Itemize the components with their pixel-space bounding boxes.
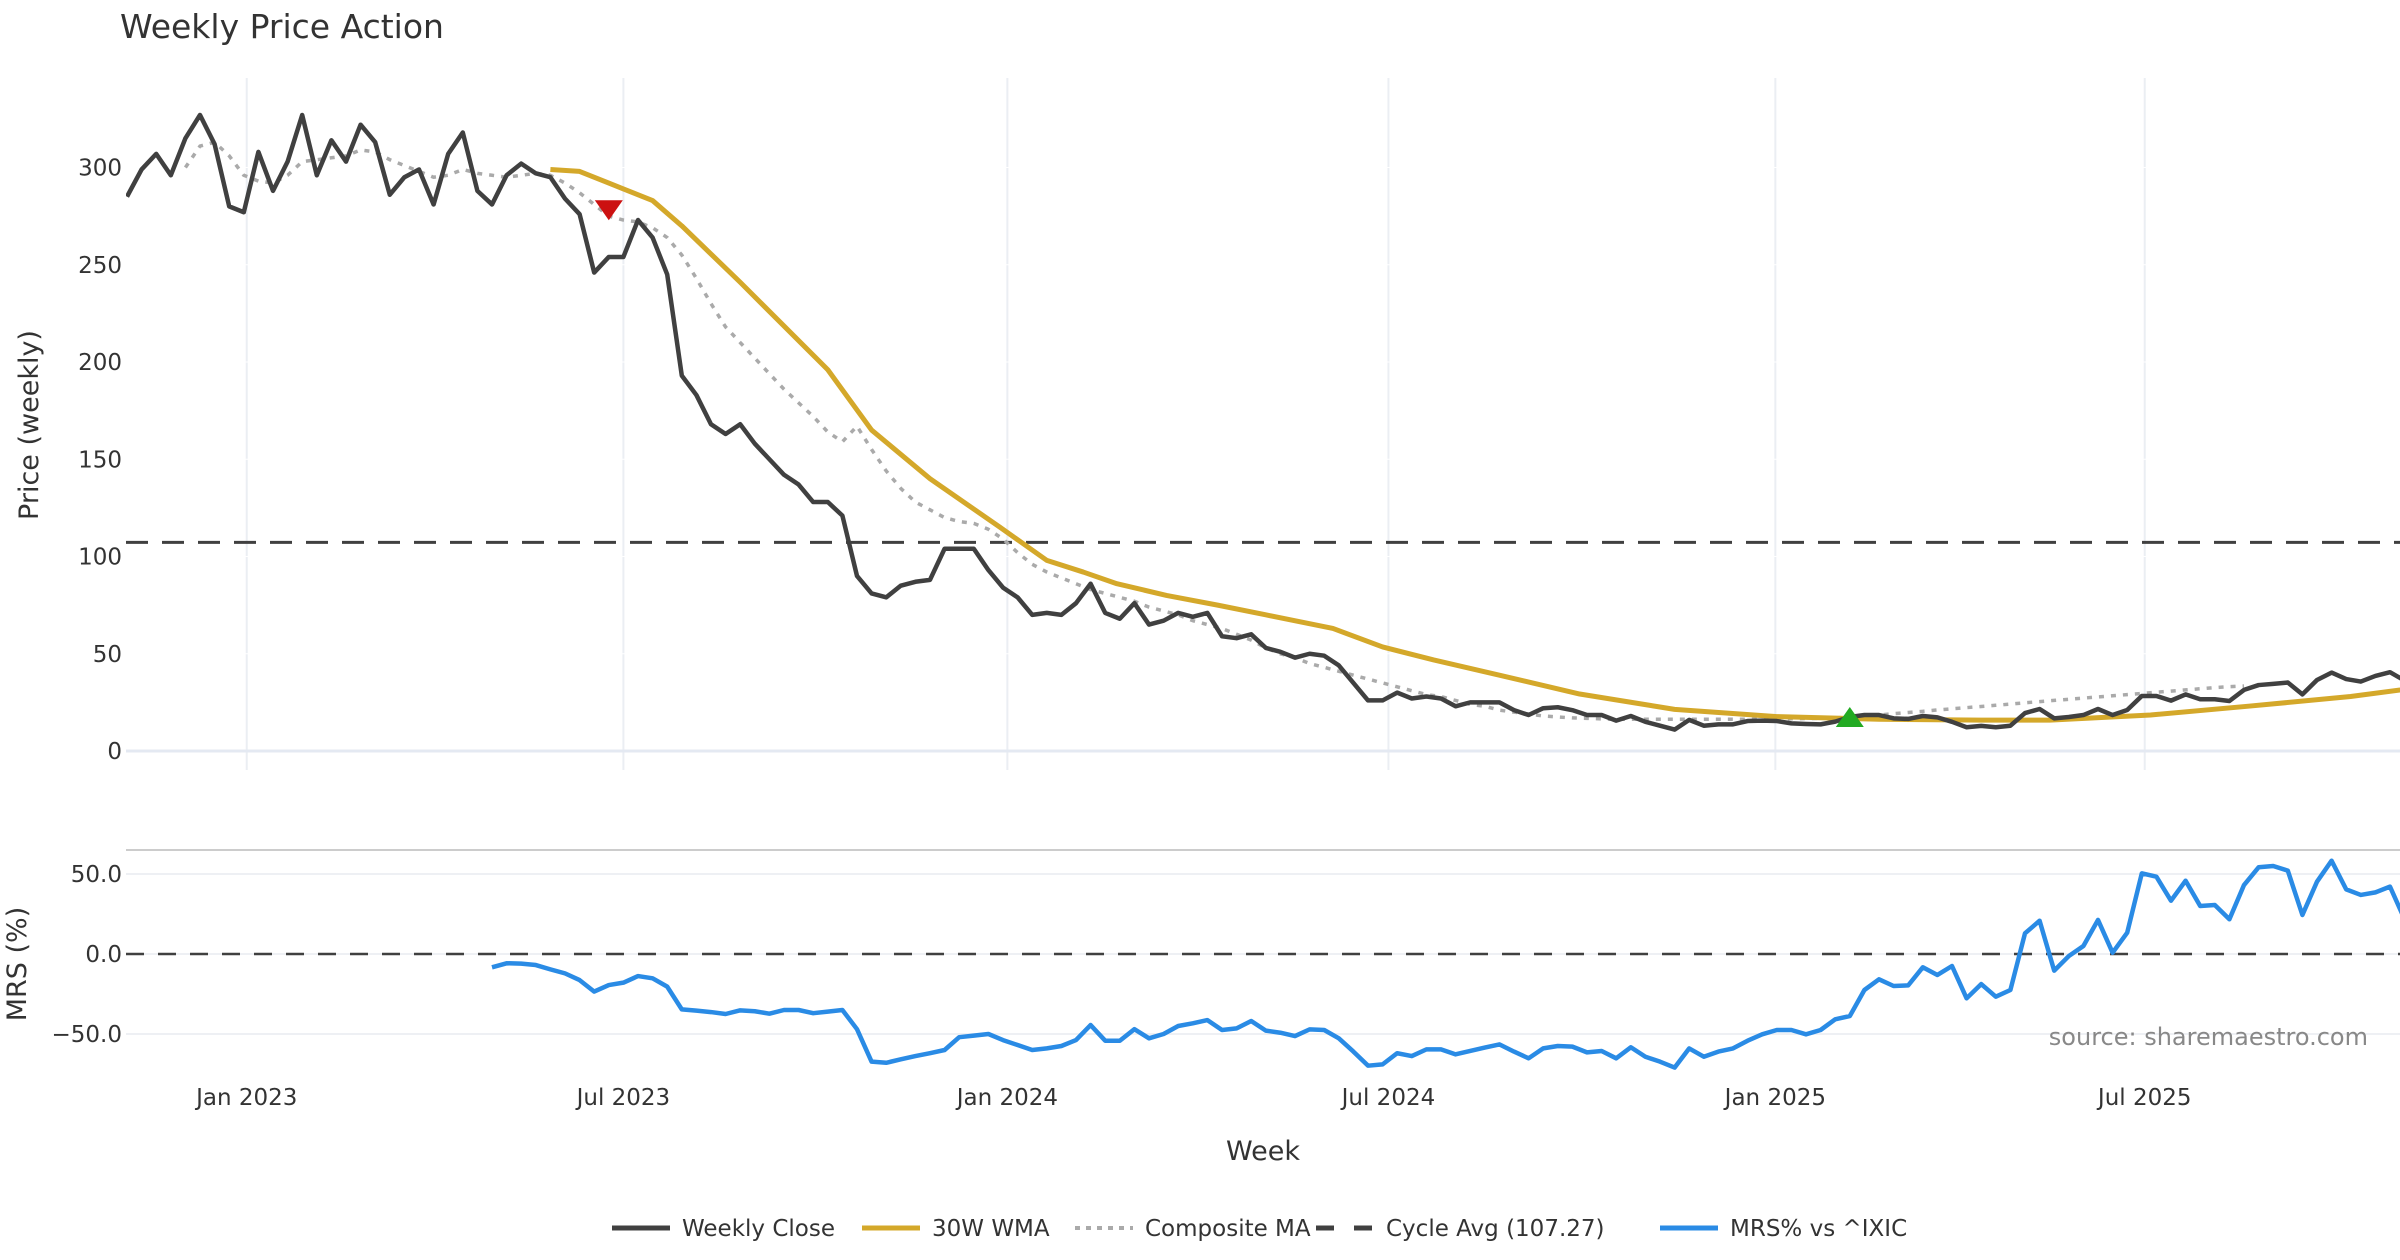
x-tick-labels: Jan 2023 Jul 2023 Jan 2024 Jul 2024 Jan 2025…	[194, 1085, 2191, 1111]
price-gridlines	[126, 78, 2400, 770]
price-series-group	[126, 112, 2400, 732]
legend-label: Composite MA	[1145, 1216, 1311, 1242]
composite-ma-line	[183, 140, 2245, 722]
mrs-y-axis-title: MRS (%)	[2, 907, 33, 1022]
price-y-axis-title: Price (weekly)	[14, 330, 45, 520]
legend: Weekly Close 30W WMA Composite MA Cycle Avg…	[612, 1216, 1907, 1242]
x-axis-title: Week	[1226, 1136, 1300, 1167]
price-y-tick-label: 100	[78, 545, 122, 571]
legend-item: Weekly Close	[612, 1216, 835, 1242]
price-y-tick-label: 150	[78, 447, 122, 473]
weekly-close-line	[126, 112, 2400, 732]
mrs-y-tick-label: 0.0	[85, 942, 122, 968]
legend-label: MRS% vs ^IXIC	[1730, 1216, 1907, 1242]
price-y-tick-label: 250	[78, 253, 122, 279]
mrs-y-tick-label: 50.0	[71, 862, 122, 888]
mrs-y-tick-label: −50.0	[52, 1022, 122, 1048]
mrs-line	[491, 858, 2400, 1070]
price-y-tick-label: 0	[107, 739, 122, 765]
x-tick-label: Jan 2025	[1723, 1085, 1826, 1111]
price-y-tick-label: 300	[78, 156, 122, 182]
x-tick-label: Jan 2023	[194, 1085, 297, 1111]
mrs-y-tick-labels: 50.0 0.0 −50.0	[52, 862, 122, 1048]
chart-title: Weekly Price Action	[120, 7, 444, 46]
30w-wma-line	[550, 166, 2400, 723]
legend-item: Composite MA	[1075, 1216, 1311, 1242]
legend-item: Cycle Avg (107.27)	[1316, 1216, 1605, 1242]
price-y-tick-labels: 0 50 100 150 200 250 300	[78, 156, 122, 766]
x-tick-label: Jul 2024	[1340, 1085, 1436, 1111]
legend-label: Cycle Avg (107.27)	[1386, 1216, 1605, 1242]
price-y-tick-label: 200	[78, 350, 122, 376]
legend-item: MRS% vs ^IXIC	[1660, 1216, 1907, 1242]
price-y-tick-label: 50	[93, 642, 122, 668]
sell-signal-marker	[594, 200, 623, 221]
mrs-gridlines	[126, 849, 2400, 1035]
x-tick-label: Jan 2024	[955, 1085, 1058, 1111]
source-annotation: source: sharemaestro.com	[2049, 1023, 2368, 1051]
legend-item: 30W WMA	[862, 1216, 1050, 1242]
signal-markers	[594, 200, 1864, 727]
legend-label: 30W WMA	[932, 1216, 1050, 1242]
mrs-series-group	[126, 858, 2400, 1070]
legend-label: Weekly Close	[682, 1216, 835, 1242]
x-tick-label: Jul 2025	[2096, 1085, 2192, 1111]
buy-signal-marker	[1835, 706, 1864, 727]
x-tick-label: Jul 2023	[575, 1085, 671, 1111]
